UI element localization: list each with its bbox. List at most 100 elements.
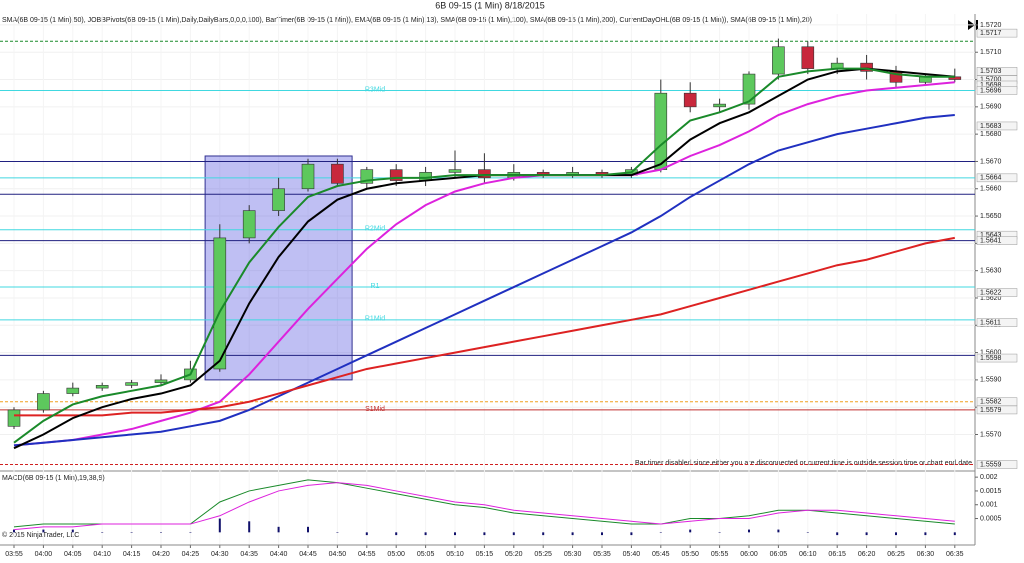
macd-diff-bar — [895, 532, 897, 536]
y-tick-label: 1.5670 — [980, 158, 1002, 165]
candle-body — [37, 393, 50, 411]
x-tick-label: 05:05 — [417, 551, 435, 558]
indicator-line — [14, 236, 955, 417]
macd-diff-bar — [718, 532, 721, 533]
candle-body — [860, 62, 873, 72]
macd-diff-bar — [101, 532, 104, 533]
price-marker — [976, 28, 1018, 38]
candle-body — [154, 379, 168, 383]
macd-diff-bar — [42, 529, 45, 533]
x-tick-label: 05:40 — [623, 551, 641, 558]
x-tick-label: 06:10 — [799, 551, 817, 558]
x-tick-label: 06:20 — [858, 551, 876, 558]
price-marker-label: 1.5622 — [980, 289, 1002, 296]
x-tick-label: 06:05 — [770, 551, 788, 558]
y-tick-label: 1.5590 — [980, 377, 1002, 384]
macd-diff-bar — [542, 532, 545, 536]
x-tick-label: 05:10 — [446, 551, 464, 558]
macd-diff-bar — [424, 532, 427, 536]
x-tick-label: 04:00 — [35, 551, 53, 558]
y2-tick-label: 0.0005 — [980, 515, 1002, 522]
y-tick-label: 1.5570 — [980, 431, 1002, 438]
macd-diff-bar — [777, 529, 780, 533]
price-marker-label: 1.5683 — [980, 123, 1002, 130]
candle-body — [683, 92, 697, 108]
candle-body — [654, 92, 668, 170]
candle-body — [478, 169, 491, 179]
price-marker — [976, 288, 1018, 297]
y-tick-label: 1.5720 — [980, 22, 1002, 29]
x-tick-label: 06:30 — [917, 551, 935, 558]
price-marker-label: 1.5703 — [980, 68, 1002, 75]
x-tick-label: 04:20 — [152, 551, 170, 558]
macd-diff-bar — [865, 532, 868, 536]
level-label: R2Mid — [365, 226, 385, 233]
price-marker — [976, 121, 1018, 131]
price-marker — [976, 353, 1018, 363]
x-tick-label: 05:25 — [534, 551, 552, 558]
macd-diff-bar — [218, 518, 221, 533]
macd-diff-bar — [336, 532, 339, 533]
macd-diff-bar — [601, 532, 603, 536]
price-marker-label: 1.5700 — [980, 76, 1002, 83]
price-marker-label: 1.5641 — [980, 237, 1002, 244]
macd-diff-bar — [748, 529, 750, 533]
indicator-line — [13, 81, 955, 447]
macd-diff-bar — [806, 532, 809, 533]
y-tick-label: 1.5710 — [980, 49, 1002, 56]
x-tick-label: 04:35 — [240, 551, 258, 558]
candle-body — [242, 210, 256, 239]
macd-diff-bar — [395, 532, 398, 536]
price-marker-label: 1.5698 — [980, 82, 1002, 89]
macd-diff-bar — [659, 532, 662, 533]
macd-diff-bar — [836, 532, 839, 536]
x-tick-label: 05:35 — [593, 551, 611, 558]
y-tick-label: 1.5620 — [980, 295, 1002, 302]
price-marker — [976, 405, 1018, 415]
price-marker-label: 1.5664 — [980, 175, 1002, 182]
macd-diff-bar — [248, 521, 251, 533]
x-tick-label: 04:45 — [299, 551, 317, 558]
indicator-line — [13, 67, 955, 444]
macd-title: MACD(6B 09-15 (1 Min),19,38,9) — [2, 475, 105, 482]
y-tick-label: 1.5690 — [980, 104, 1002, 111]
x-tick-label: 04:40 — [270, 551, 288, 558]
bar-timer-notice: Bar timer disabled since either you are … — [635, 460, 972, 467]
x-tick-label: 05:20 — [505, 551, 523, 558]
price-marker-label: 1.5611 — [980, 319, 1001, 326]
x-tick-label: 06:25 — [887, 551, 905, 558]
x-tick-label: 05:30 — [564, 551, 582, 558]
candle-body — [95, 385, 109, 389]
macd-diff-bar — [571, 532, 574, 536]
x-tick-label: 04:25 — [182, 551, 200, 558]
price-marker-label: 1.5696 — [980, 87, 1002, 94]
candle-body — [125, 382, 138, 386]
x-tick-label: 04:55 — [358, 551, 376, 558]
x-tick-label: 04:15 — [123, 551, 141, 558]
x-tick-label: 04:50 — [329, 551, 347, 558]
price-marker-label: 1.5582 — [980, 399, 1002, 406]
x-tick-label: 03:55 — [5, 551, 23, 558]
x-tick-label: 04:10 — [93, 551, 111, 558]
macd-diff-bar — [365, 532, 368, 536]
candle-body — [7, 409, 21, 427]
y2-tick-label: 0.001 — [980, 502, 998, 509]
y-tick-label: 1.5660 — [980, 186, 1002, 193]
y-tick-label: 1.5650 — [980, 213, 1002, 220]
price-marker — [976, 460, 1018, 469]
price-marker — [976, 236, 1018, 245]
x-tick-label: 04:30 — [211, 551, 229, 558]
x-tick-label: 04:05 — [64, 551, 82, 558]
level-label: R1Mid — [365, 316, 385, 323]
y-tick-label: 1.5630 — [980, 268, 1002, 275]
x-tick-label: 05:45 — [652, 551, 670, 558]
candle-body — [301, 163, 315, 190]
y2-tick-label: 0.0015 — [980, 488, 1002, 495]
macd-diff-bar — [953, 532, 956, 536]
candle-body — [713, 103, 726, 108]
x-tick-label: 06:35 — [946, 551, 964, 558]
price-marker — [976, 318, 1018, 327]
level-label: R3Mid — [365, 86, 385, 93]
